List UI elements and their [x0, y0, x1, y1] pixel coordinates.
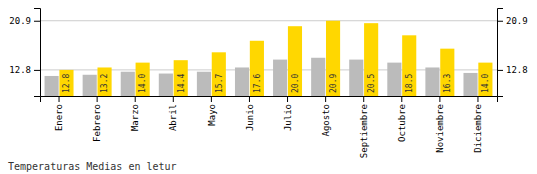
bar	[311, 58, 325, 96]
x-tick-label: Febrero	[92, 104, 102, 142]
y2-axis: 12.8 20.9	[497, 9, 528, 97]
data-label: 14.0	[481, 74, 490, 93]
bar	[250, 41, 264, 96]
x-tick-mark	[173, 96, 174, 102]
bar	[326, 21, 340, 96]
data-label: 13.2	[100, 74, 109, 93]
bar	[288, 26, 302, 96]
x-tick-mark	[363, 96, 364, 102]
y-tick: 12.8	[9, 65, 40, 75]
x-tick: Mayo	[207, 96, 217, 126]
bar	[83, 75, 97, 96]
x-tick-label: Junio	[245, 104, 255, 131]
title: Temperaturas Medias en letur	[8, 161, 177, 172]
plot: 12.8 13.2 14.0 14.4 15.7 17.6 20.0 20.9 20.5 18.5…	[9, 9, 527, 159]
bar	[159, 74, 173, 96]
bar	[349, 60, 363, 96]
bar	[45, 76, 59, 96]
x-tick-label: Marzo	[130, 104, 140, 131]
y-tick-label: 20.9	[9, 16, 31, 26]
x-axis-line	[41, 97, 498, 103]
x-tick-label: Julio	[283, 104, 293, 131]
data-label: 14.4	[177, 74, 186, 93]
y2-tick: 20.9	[497, 16, 528, 26]
data-label: 20.9	[329, 74, 338, 93]
y-axis: 12.8 20.9	[9, 9, 40, 97]
x-tick-mark	[477, 96, 478, 102]
x-axis: Enero Febrero Marzo Abril Mayo Junio Julio Agos…	[41, 96, 498, 158]
x-tick: Agosto	[321, 96, 331, 137]
series	[59, 21, 492, 96]
bar	[174, 60, 188, 96]
x-tick-label: Mayo	[207, 104, 217, 126]
x-tick-label: Noviembre	[435, 104, 445, 153]
bar	[387, 63, 401, 96]
x-tick-label: Diciembre	[473, 104, 483, 153]
data-label: 17.6	[253, 74, 262, 93]
x-tick-mark	[135, 96, 136, 102]
x-tick-label: Septiembre	[359, 104, 369, 158]
x-tick: Julio	[283, 96, 293, 131]
bar	[136, 63, 150, 96]
y2-axis-line	[498, 9, 504, 97]
bar	[478, 63, 492, 96]
bar	[235, 67, 249, 96]
x-tick: Octubre	[397, 96, 407, 142]
x-tick: Enero	[54, 96, 64, 131]
bar	[364, 23, 378, 96]
x-tick-mark	[59, 96, 60, 102]
x-tick-label: Octubre	[397, 104, 407, 142]
x-tick-mark	[287, 96, 288, 102]
data-label: 14.0	[138, 74, 147, 93]
data-label: 15.7	[215, 74, 224, 93]
data-label: 20.0	[291, 74, 300, 93]
x-tick-mark	[439, 96, 440, 102]
bar	[197, 72, 211, 96]
y2-tick-label: 20.9	[506, 16, 528, 26]
bar	[402, 35, 416, 96]
x-tick-mark	[401, 96, 402, 102]
data-label: 20.5	[367, 74, 376, 93]
bar	[425, 67, 439, 96]
x-tick: Febrero	[92, 96, 102, 142]
y-axis-line	[34, 9, 41, 97]
x-tick: Abril	[168, 96, 178, 131]
x-tick: Junio	[245, 96, 255, 131]
y2-tick: 12.8	[497, 65, 528, 75]
x-tick-label: Abril	[168, 104, 178, 131]
bar	[212, 52, 226, 96]
bars	[45, 21, 493, 96]
y-tick-label: 12.8	[9, 65, 31, 75]
bar	[273, 60, 287, 96]
x-tick: Diciembre	[473, 96, 483, 153]
bar	[97, 67, 111, 96]
y2-tick-mark	[497, 21, 503, 22]
data-labels: 12.8 13.2 14.0 14.4 15.7 17.6 20.0 20.9 20.5 18.5…	[62, 74, 490, 93]
bar	[59, 70, 73, 96]
grid	[40, 21, 497, 70]
y-tick-mark	[34, 70, 40, 71]
data-label: 16.3	[443, 74, 452, 93]
x-tick-mark	[211, 96, 212, 102]
x-tick-mark	[249, 96, 250, 102]
x-tick: Noviembre	[435, 96, 445, 153]
grid-line	[40, 20, 497, 21]
x-tick-mark	[325, 96, 326, 102]
x-tick-label: Agosto	[321, 104, 331, 137]
data-label: 12.8	[62, 74, 71, 93]
x-tick-mark	[97, 96, 98, 102]
y-tick-mark	[34, 21, 40, 22]
bar	[440, 49, 454, 96]
x-tick: Septiembre	[359, 96, 369, 158]
y2-tick-label: 12.8	[506, 65, 528, 75]
data-label: 18.5	[405, 74, 414, 93]
x-tick-label: Enero	[54, 104, 64, 131]
bar	[463, 73, 477, 96]
chart: 12.8 13.2 14.0 14.4 15.7 17.6 20.0 20.9 20.5 18.5…	[0, 0, 537, 174]
bar	[121, 72, 135, 96]
y2-tick-mark	[497, 70, 503, 71]
x-tick: Marzo	[130, 96, 140, 131]
y-tick: 20.9	[9, 16, 40, 26]
